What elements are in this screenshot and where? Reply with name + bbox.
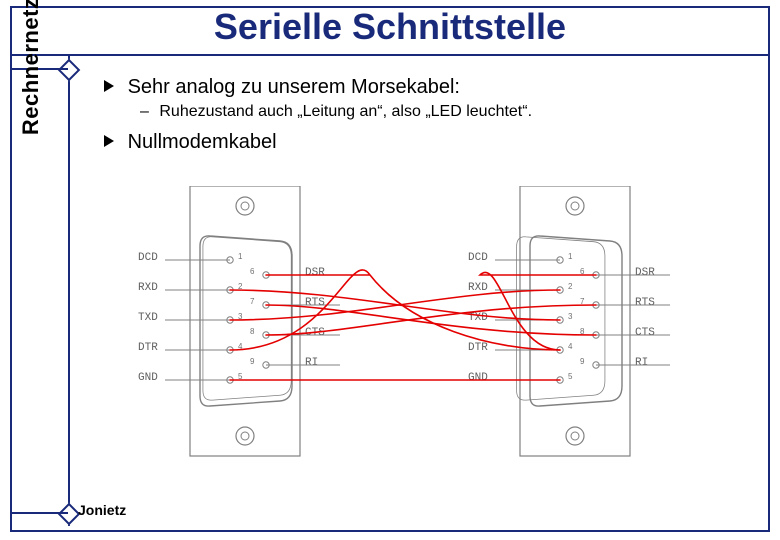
svg-text:DSR: DSR (635, 267, 655, 279)
page-title: Serielle Schnittstelle (12, 6, 768, 48)
svg-text:RXD: RXD (468, 282, 488, 294)
svg-text:GND: GND (468, 372, 488, 384)
footer-author: Jonietz (78, 502, 126, 518)
bullet-arrow-icon (104, 80, 114, 92)
svg-text:4: 4 (568, 342, 573, 351)
svg-text:TXD: TXD (138, 312, 158, 324)
bullet-2-text: Nullmodemkabel (128, 131, 277, 153)
sidebar-tick-bottom (12, 512, 68, 514)
bullet-2: Nullmodemkabel (100, 131, 750, 154)
svg-text:9: 9 (580, 357, 585, 366)
svg-text:9: 9 (250, 357, 255, 366)
bullet-1-sub: – Ruhezustand auch „Leitung an“, also „L… (140, 103, 750, 121)
svg-text:DTR: DTR (138, 342, 158, 354)
svg-text:RXD: RXD (138, 282, 158, 294)
svg-text:DCD: DCD (468, 252, 488, 264)
svg-text:GND: GND (138, 372, 158, 384)
bullet-1: Sehr analog zu unserem Morsekabel: (100, 76, 750, 99)
svg-text:6: 6 (250, 267, 255, 276)
svg-text:1: 1 (568, 252, 573, 261)
bullet-1-text: Sehr analog zu unserem Morsekabel: (128, 76, 460, 98)
svg-text:3: 3 (568, 312, 573, 321)
sidebar-label: Rechnernetze (18, 0, 44, 140)
sidebar-label-text: Rechnernetze (18, 0, 43, 135)
sidebar-guideline (68, 56, 70, 526)
diagram-svg: 123456789DCDRXDTXDDTRGNDDSRRTSCTSRI12345… (130, 186, 730, 466)
svg-text:8: 8 (250, 327, 255, 336)
content-area: Sehr analog zu unserem Morsekabel: – Ruh… (100, 70, 750, 158)
svg-text:2: 2 (568, 282, 573, 291)
bullet-1-sub-text: Ruhezustand auch „Leitung an“, also „LED… (159, 103, 532, 120)
bullet-arrow-icon (104, 135, 114, 147)
svg-text:DTR: DTR (468, 342, 488, 354)
dash-icon: – (140, 103, 149, 120)
svg-text:DSR: DSR (305, 267, 325, 279)
svg-text:RI: RI (305, 357, 318, 369)
svg-text:RI: RI (635, 357, 648, 369)
svg-text:5: 5 (568, 372, 573, 381)
svg-text:RTS: RTS (635, 297, 655, 309)
svg-text:CTS: CTS (635, 327, 655, 339)
svg-text:1: 1 (238, 252, 243, 261)
title-underline (12, 54, 768, 56)
svg-text:DCD: DCD (138, 252, 158, 264)
svg-text:7: 7 (250, 297, 255, 306)
nullmodem-diagram: 123456789DCDRXDTXDDTRGNDDSRRTSCTSRI12345… (130, 186, 730, 466)
